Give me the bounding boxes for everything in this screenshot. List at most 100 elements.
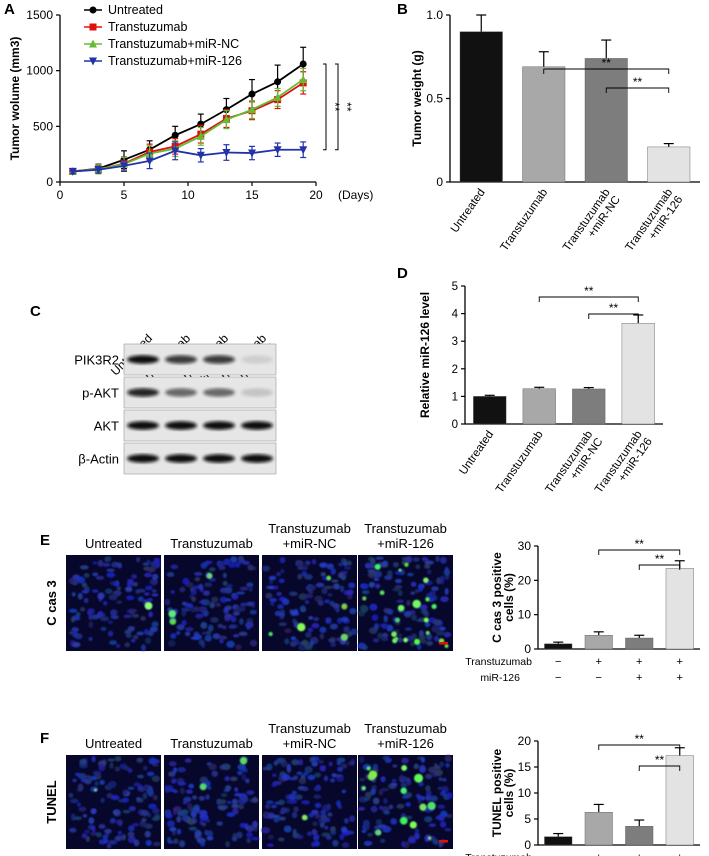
nucleus bbox=[330, 567, 337, 575]
nucleus bbox=[373, 577, 379, 582]
nucleus bbox=[329, 623, 338, 630]
nucleus bbox=[122, 809, 131, 814]
nucleus bbox=[237, 556, 244, 562]
nucleus bbox=[238, 631, 248, 637]
nucleus bbox=[370, 788, 376, 796]
nucleus bbox=[436, 630, 445, 636]
nucleus bbox=[116, 600, 123, 604]
nucleus bbox=[237, 770, 243, 776]
nucleus bbox=[215, 602, 221, 608]
treatment-mark: + bbox=[677, 852, 683, 856]
nucleus bbox=[331, 773, 337, 778]
nucleus bbox=[115, 643, 121, 649]
data-point bbox=[89, 39, 97, 48]
nucleus bbox=[233, 634, 240, 638]
nucleus bbox=[400, 782, 408, 788]
nucleus bbox=[278, 622, 287, 627]
nucleus bbox=[288, 793, 297, 801]
blot-band bbox=[203, 355, 235, 364]
y-tick-label: 20 bbox=[518, 573, 532, 587]
nucleus bbox=[143, 628, 150, 636]
nucleus bbox=[181, 814, 190, 821]
positive-cell bbox=[404, 562, 409, 567]
nucleus bbox=[444, 827, 452, 832]
nucleus bbox=[223, 558, 231, 566]
data-point bbox=[273, 146, 282, 155]
nucleus bbox=[294, 794, 303, 800]
nucleus bbox=[185, 789, 194, 794]
nucleus bbox=[170, 564, 179, 570]
nucleus bbox=[206, 830, 214, 837]
nucleus bbox=[106, 572, 116, 578]
nucleus bbox=[116, 819, 123, 825]
nucleus bbox=[371, 614, 379, 621]
nucleus bbox=[289, 591, 298, 597]
nucleus bbox=[209, 577, 216, 582]
data-point bbox=[145, 157, 154, 166]
nucleus bbox=[431, 586, 439, 592]
nucleus bbox=[77, 592, 83, 600]
nucleus bbox=[328, 638, 334, 643]
image-column-label: Transtuzumab bbox=[268, 721, 351, 736]
nucleus bbox=[291, 811, 298, 819]
nucleus bbox=[406, 802, 411, 807]
image-row-label: C cas 3 bbox=[44, 580, 59, 626]
significance-bracket bbox=[543, 68, 670, 74]
nucleus bbox=[445, 762, 450, 768]
nucleus bbox=[179, 787, 185, 795]
significance-stars: ** bbox=[602, 56, 612, 70]
nucleus bbox=[313, 794, 322, 799]
nucleus bbox=[187, 603, 194, 609]
blot-band bbox=[127, 355, 159, 364]
nucleus bbox=[415, 793, 421, 798]
nucleus bbox=[94, 781, 99, 786]
nucleus bbox=[410, 581, 417, 587]
data-point bbox=[94, 166, 103, 175]
nucleus bbox=[440, 810, 448, 818]
nucleus bbox=[375, 818, 383, 826]
nucleus bbox=[341, 842, 350, 848]
nucleus bbox=[172, 789, 178, 794]
positive-cell bbox=[431, 603, 437, 610]
data-point bbox=[197, 120, 205, 128]
y-tick-label: 0.5 bbox=[426, 92, 443, 106]
nucleus bbox=[218, 565, 226, 571]
nucleus bbox=[397, 637, 403, 643]
nucleus bbox=[92, 561, 98, 565]
nucleus bbox=[411, 613, 418, 621]
scale-bar bbox=[439, 642, 448, 645]
significance-stars: ** bbox=[633, 75, 643, 89]
nucleus bbox=[394, 621, 401, 626]
nucleus bbox=[151, 589, 157, 593]
category-label-group: Transtuzumab bbox=[498, 187, 550, 254]
nucleus bbox=[153, 795, 158, 801]
nucleus bbox=[135, 557, 141, 563]
positive-cell bbox=[340, 633, 349, 641]
micrograph-image bbox=[66, 755, 161, 849]
nucleus bbox=[421, 557, 428, 562]
positive-cell bbox=[379, 590, 385, 596]
nucleus bbox=[76, 802, 82, 807]
nucleus bbox=[378, 805, 384, 810]
nucleus bbox=[295, 561, 305, 568]
nucleus bbox=[239, 618, 244, 625]
y-axis-label: C cas 3 positive bbox=[490, 552, 504, 643]
nucleus bbox=[438, 777, 443, 781]
nucleus bbox=[444, 587, 449, 595]
nucleus bbox=[219, 638, 224, 644]
category-label-group: Transtuzumab+miR-126 bbox=[593, 429, 655, 496]
nucleus bbox=[98, 823, 106, 829]
nucleus bbox=[300, 774, 306, 780]
nucleus bbox=[293, 775, 299, 780]
nucleus bbox=[211, 596, 219, 603]
nucleus bbox=[290, 636, 296, 641]
bar bbox=[625, 826, 654, 846]
blot-band bbox=[203, 388, 235, 397]
treatment-mark: + bbox=[677, 656, 683, 668]
nucleus bbox=[77, 783, 84, 791]
nucleus bbox=[145, 572, 153, 578]
nucleus bbox=[261, 565, 271, 572]
significance-stars: ** bbox=[584, 284, 594, 298]
nucleus bbox=[438, 626, 446, 631]
nucleus bbox=[106, 843, 112, 849]
